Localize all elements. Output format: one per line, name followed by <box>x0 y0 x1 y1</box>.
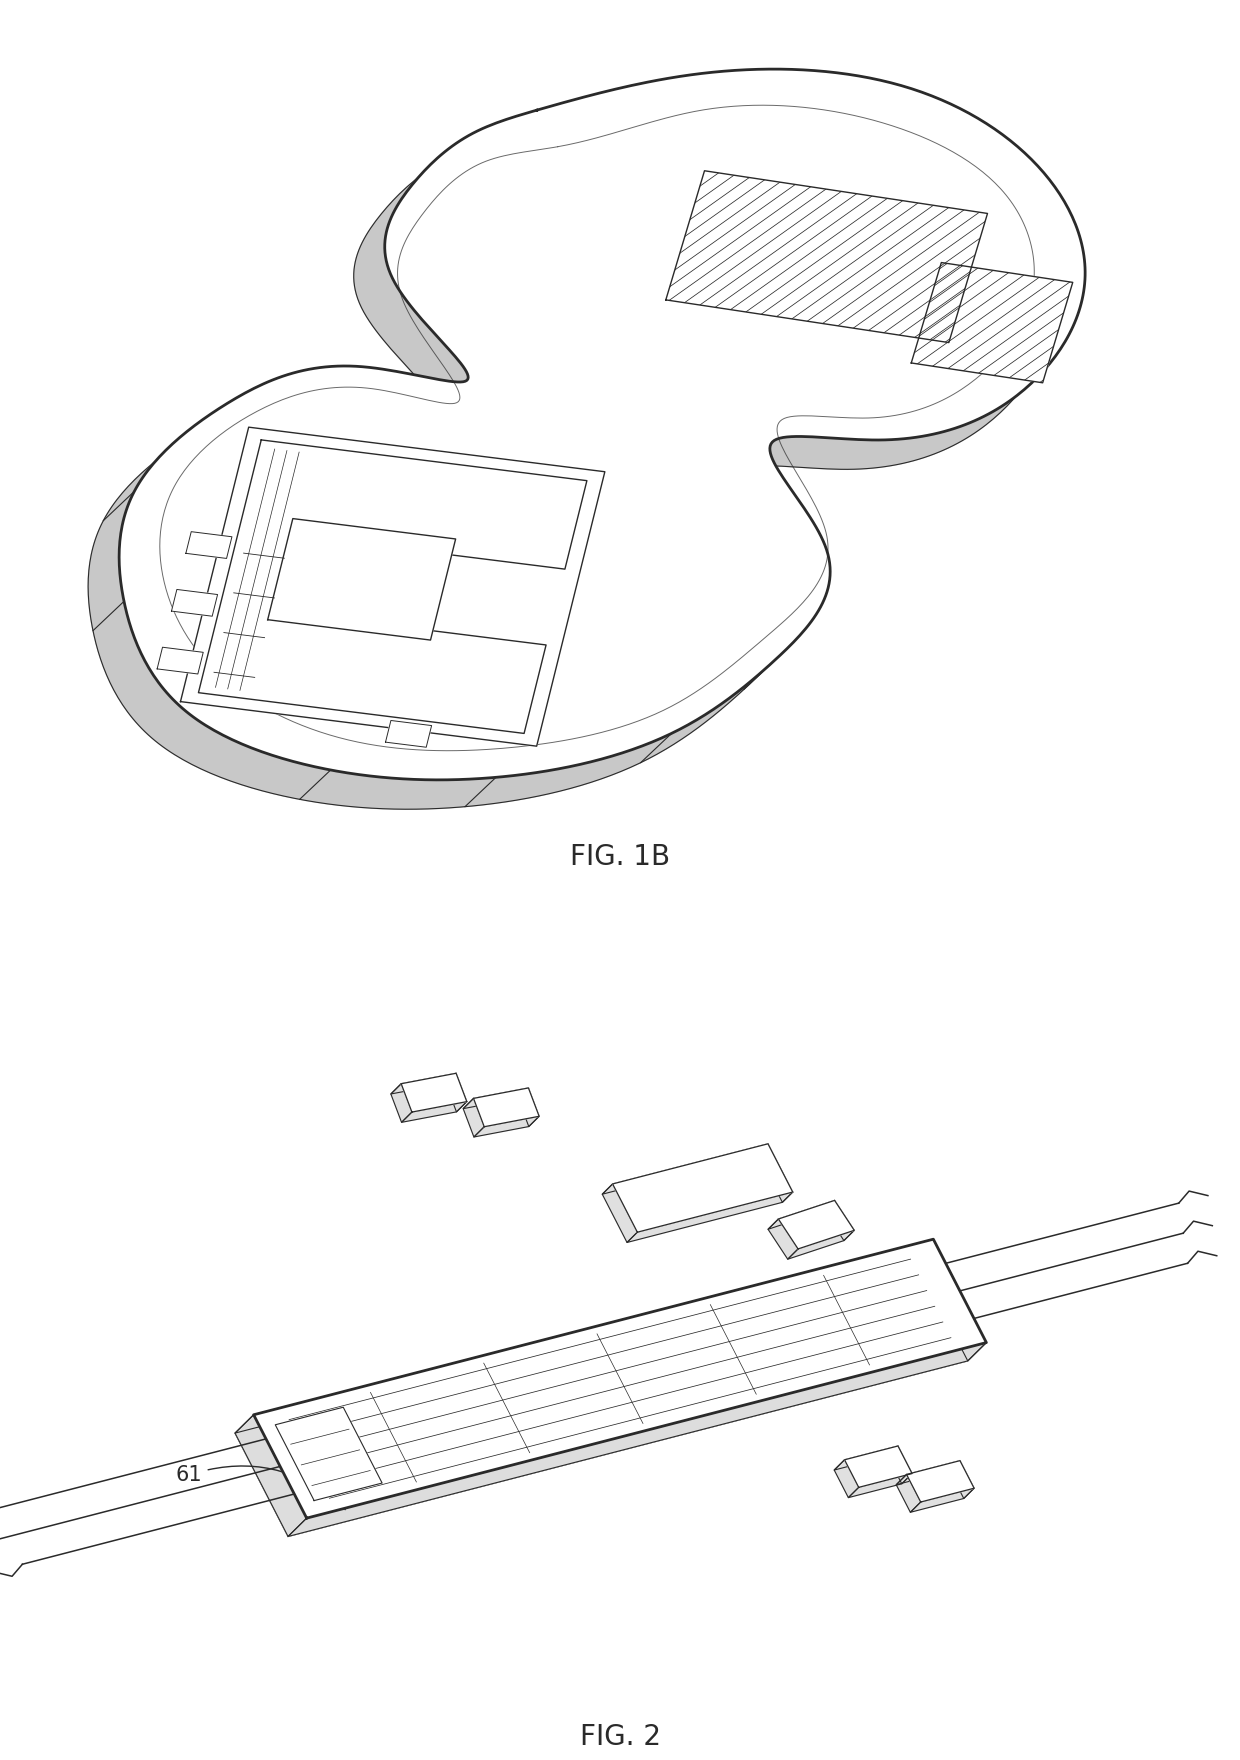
Polygon shape <box>288 1343 986 1536</box>
Polygon shape <box>236 1415 306 1536</box>
Polygon shape <box>171 590 217 616</box>
Polygon shape <box>768 1200 835 1228</box>
Polygon shape <box>627 1192 792 1243</box>
Polygon shape <box>897 1461 960 1485</box>
Polygon shape <box>911 262 1073 382</box>
Polygon shape <box>386 720 432 748</box>
Polygon shape <box>464 1088 528 1109</box>
Polygon shape <box>236 1239 934 1433</box>
Text: FIG. 2: FIG. 2 <box>579 1723 661 1751</box>
Polygon shape <box>402 1102 466 1123</box>
Polygon shape <box>464 1098 485 1137</box>
Polygon shape <box>910 1489 975 1512</box>
Polygon shape <box>474 1088 539 1126</box>
Polygon shape <box>402 1074 466 1112</box>
Polygon shape <box>888 1447 913 1484</box>
Polygon shape <box>848 1473 913 1498</box>
Polygon shape <box>119 69 1085 780</box>
Polygon shape <box>474 1116 539 1137</box>
Polygon shape <box>897 1475 920 1512</box>
Polygon shape <box>186 532 232 558</box>
Text: FIG. 1B: FIG. 1B <box>570 843 670 871</box>
Polygon shape <box>915 1239 986 1360</box>
Polygon shape <box>236 1258 967 1536</box>
Polygon shape <box>88 69 1085 810</box>
Polygon shape <box>906 1461 975 1501</box>
Polygon shape <box>835 1447 898 1470</box>
Polygon shape <box>603 1184 637 1243</box>
Polygon shape <box>787 1230 854 1258</box>
Polygon shape <box>779 1200 854 1250</box>
Polygon shape <box>518 1088 539 1126</box>
Polygon shape <box>268 519 455 641</box>
Polygon shape <box>613 1144 792 1232</box>
Polygon shape <box>445 1074 466 1112</box>
Text: 61: 61 <box>176 1464 345 1510</box>
Polygon shape <box>391 1084 412 1123</box>
Polygon shape <box>844 1447 913 1487</box>
Polygon shape <box>181 428 605 746</box>
Polygon shape <box>768 1220 799 1258</box>
Polygon shape <box>254 1239 986 1519</box>
Polygon shape <box>835 1459 858 1498</box>
Polygon shape <box>275 1408 382 1501</box>
Polygon shape <box>391 1074 456 1095</box>
Polygon shape <box>603 1144 768 1195</box>
Polygon shape <box>157 648 203 674</box>
Polygon shape <box>758 1144 792 1202</box>
Polygon shape <box>950 1461 975 1498</box>
Polygon shape <box>825 1200 854 1241</box>
Polygon shape <box>666 171 987 343</box>
